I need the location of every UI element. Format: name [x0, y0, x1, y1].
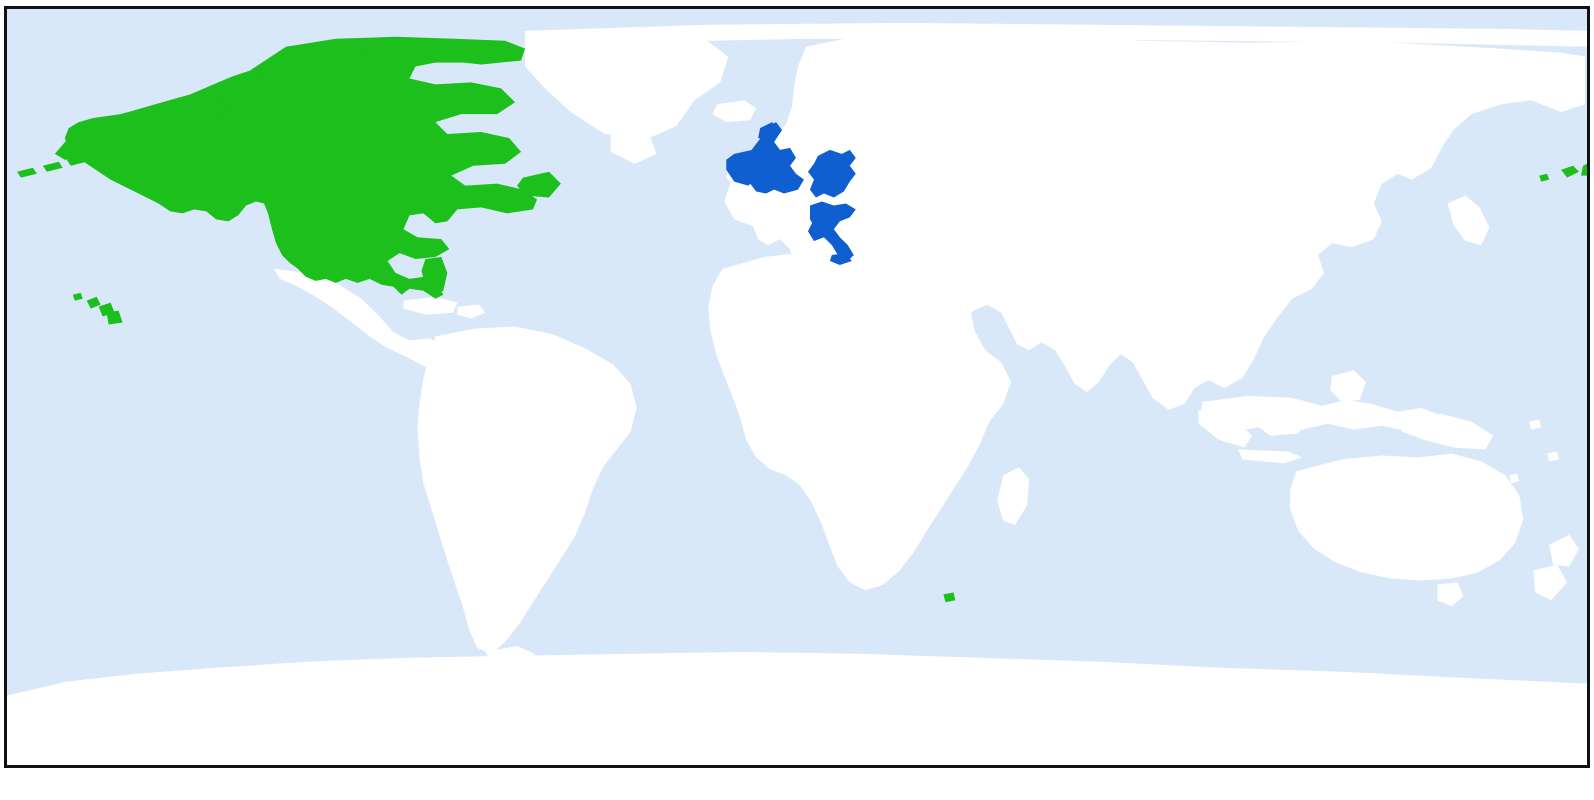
land-borneo [1254, 405, 1309, 436]
land-philippines [1329, 370, 1366, 402]
land-iceland [712, 100, 757, 123]
region-florida[interactable] [421, 257, 448, 297]
land-caribbean [403, 296, 458, 315]
land-new-guinea [1401, 413, 1494, 450]
region-aleutian-islands-wrap[interactable] [1539, 163, 1587, 182]
region-aleutian-islands[interactable] [16, 139, 139, 178]
land-java [1238, 449, 1303, 464]
land-arctic-ice [525, 22, 1587, 47]
unhighlighted-land-layer [7, 22, 1587, 765]
region-alaska-panhandle[interactable] [54, 102, 231, 160]
land-hispaniola [457, 304, 486, 319]
land-new-zealand [1549, 534, 1580, 567]
region-italy[interactable] [809, 201, 856, 261]
region-canadian-arctic-islands[interactable] [252, 40, 472, 79]
land-sumatra [1198, 409, 1253, 448]
region-germany[interactable] [807, 149, 856, 198]
land-greenland-south [610, 132, 657, 164]
region-sicily[interactable] [829, 253, 852, 265]
land-south-america [417, 326, 637, 654]
land-antarctic-peninsula [485, 645, 535, 666]
land-central-america [273, 268, 454, 373]
land-greenland [525, 30, 729, 140]
highlight-group-blue[interactable] [726, 122, 856, 265]
land-antarctica [7, 651, 1587, 765]
region-newfoundland[interactable] [517, 171, 561, 198]
region-ireland[interactable] [726, 149, 763, 186]
land-australia [1290, 453, 1524, 581]
land-tasmania [1437, 582, 1464, 607]
map-frame [4, 6, 1590, 768]
land-pacific-islets [1509, 419, 1560, 484]
region-small-territory[interactable] [943, 592, 956, 603]
region-north-america[interactable] [64, 36, 537, 299]
land-madagascar [997, 467, 1030, 525]
region-united-kingdom[interactable] [750, 122, 804, 194]
land-scandinavia [807, 44, 878, 101]
region-hawaii[interactable] [72, 292, 123, 325]
world-map-canvas[interactable] [7, 9, 1587, 765]
land-new-zealand-south [1533, 564, 1568, 601]
land-japan [1447, 195, 1490, 246]
highlight-group-green[interactable] [16, 36, 1587, 603]
region-sardinia[interactable] [807, 221, 824, 242]
region-scotland[interactable] [758, 122, 779, 140]
land-africa [708, 251, 1012, 591]
